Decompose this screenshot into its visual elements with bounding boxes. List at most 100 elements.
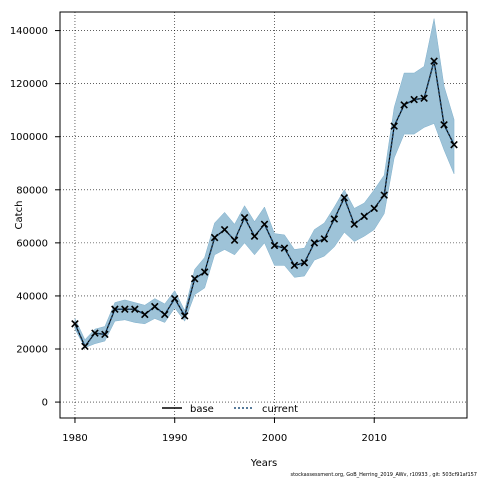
marker-stroke — [400, 101, 408, 109]
marker-stroke — [450, 140, 458, 149]
legend-base-label: base — [190, 404, 214, 415]
data-point-marker — [210, 233, 219, 242]
data-point-marker — [200, 268, 209, 276]
data-point-marker — [190, 274, 199, 283]
marker-stroke — [141, 310, 149, 319]
data-point-marker — [280, 244, 289, 252]
marker-stroke — [200, 268, 209, 276]
y-tick-label: 40000 — [16, 291, 48, 302]
data-point-marker — [81, 342, 89, 351]
plot-frame — [59, 11, 468, 419]
data-point-marker — [131, 305, 139, 313]
data-markers — [71, 57, 458, 351]
y-tick-label: 120000 — [10, 79, 48, 90]
marker-stroke — [440, 121, 448, 129]
data-point-marker — [310, 239, 319, 247]
data-point-marker — [121, 305, 129, 313]
marker-stroke — [131, 305, 139, 313]
x-tick-label: 2010 — [362, 433, 387, 444]
marker-stroke — [260, 220, 269, 229]
marker-stroke — [190, 274, 199, 283]
marker-stroke — [340, 193, 349, 202]
data-point-marker — [300, 258, 309, 267]
data-point-marker — [240, 213, 249, 222]
data-point-marker — [380, 191, 388, 199]
legend: base current — [162, 404, 298, 415]
footer-attribution: stockassessment.org, GoB_Herring_2019_AW… — [290, 472, 477, 478]
confidence-band-area — [74, 18, 455, 348]
marker-stroke — [380, 191, 388, 199]
marker-stroke — [430, 57, 438, 65]
data-point-marker — [350, 220, 359, 229]
data-point-marker — [151, 302, 159, 311]
confidence-band — [74, 18, 455, 348]
data-point-marker — [111, 305, 119, 313]
marker-stroke — [160, 310, 169, 319]
legend-current-label: current — [262, 404, 298, 415]
marker-stroke — [71, 320, 79, 328]
marker-stroke — [220, 225, 229, 234]
y-tick-label: 100000 — [10, 132, 48, 143]
data-point-marker — [141, 310, 149, 319]
data-point-marker — [71, 320, 79, 328]
data-point-marker — [250, 232, 259, 240]
data-point-marker — [400, 101, 408, 109]
data-point-marker — [320, 235, 329, 243]
marker-stroke — [121, 305, 129, 313]
marker-stroke — [210, 233, 219, 242]
data-point-marker — [390, 122, 398, 130]
data-point-marker — [430, 57, 438, 65]
data-point-marker — [160, 310, 169, 319]
marker-stroke — [410, 95, 418, 104]
marker-stroke — [170, 294, 179, 303]
y-axis-title: Catch — [14, 201, 25, 230]
data-point-marker — [440, 121, 448, 129]
data-point-marker — [220, 225, 229, 234]
data-point-marker — [230, 236, 239, 244]
marker-stroke — [101, 330, 109, 339]
data-point-marker — [170, 294, 179, 303]
data-point-marker — [370, 204, 378, 213]
data-point-marker — [290, 261, 299, 270]
y-tick-label: 80000 — [16, 185, 48, 196]
y-tick-label: 60000 — [16, 238, 48, 249]
marker-stroke — [350, 220, 359, 229]
x-tick-label: 2000 — [262, 433, 287, 444]
data-point-marker — [450, 140, 458, 149]
marker-stroke — [270, 241, 279, 250]
marker-stroke — [111, 305, 119, 313]
data-point-marker — [330, 215, 339, 223]
data-point-marker — [91, 329, 99, 337]
marker-stroke — [240, 213, 249, 222]
marker-stroke — [310, 239, 319, 247]
marker-stroke — [250, 232, 259, 240]
axes: 1980 1990 2000 2010 0 20000 40000 60000 80000 100… — [10, 11, 468, 444]
data-point-marker — [360, 212, 369, 221]
marker-stroke — [230, 236, 239, 244]
marker-stroke — [91, 329, 99, 337]
marker-stroke — [330, 215, 339, 223]
marker-stroke — [360, 212, 369, 221]
marker-stroke — [280, 244, 289, 252]
x-tick-label: 1980 — [62, 433, 87, 444]
data-point-marker — [180, 312, 189, 320]
x-tick-label: 1990 — [162, 433, 187, 444]
y-tick-label: 20000 — [16, 345, 48, 356]
marker-stroke — [320, 235, 329, 243]
data-point-marker — [340, 193, 349, 202]
marker-stroke — [180, 312, 189, 320]
marker-stroke — [290, 261, 299, 270]
data-point-marker — [101, 330, 109, 339]
y-tick-label: 0 — [42, 398, 48, 409]
marker-stroke — [420, 94, 428, 103]
marker-stroke — [370, 204, 378, 213]
marker-stroke — [300, 258, 309, 267]
y-tick-label: 140000 — [10, 26, 48, 37]
marker-stroke — [81, 342, 89, 351]
marker-stroke — [151, 302, 159, 311]
data-point-marker — [270, 241, 279, 250]
data-point-marker — [260, 220, 269, 229]
data-point-marker — [420, 94, 428, 103]
marker-stroke — [390, 122, 398, 130]
